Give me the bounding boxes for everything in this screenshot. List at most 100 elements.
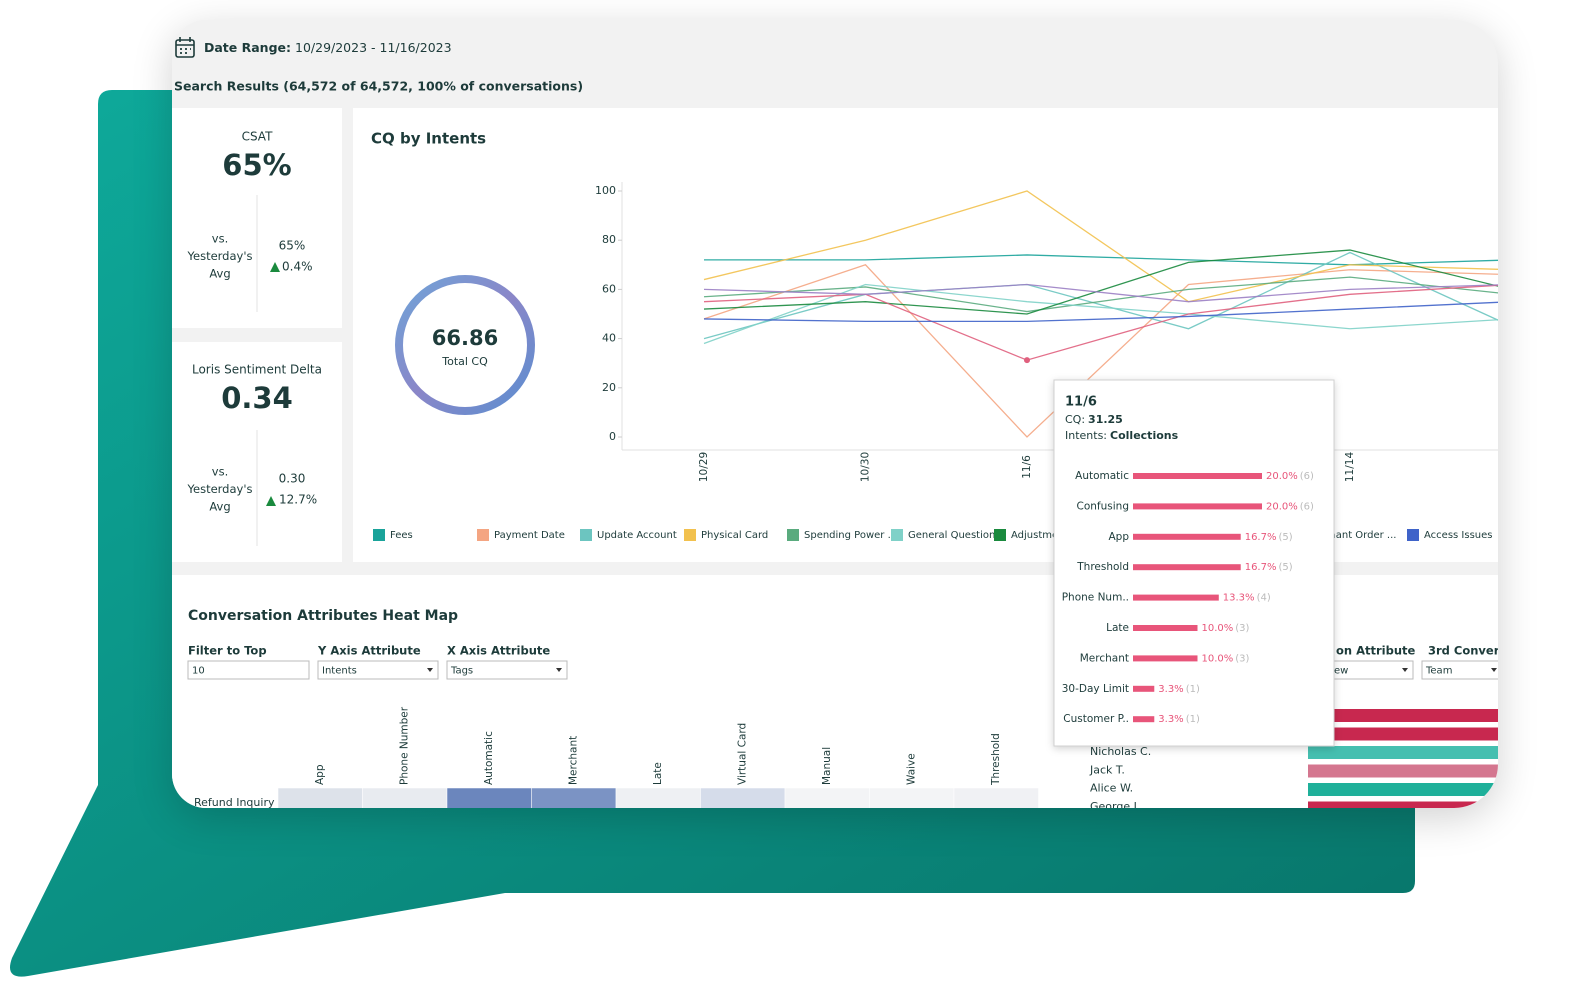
dropdown-arrow	[1491, 668, 1497, 672]
count-label: (4)	[1257, 593, 1271, 604]
bar-label: 30-Day Limit	[1062, 683, 1129, 695]
bar-label: Merchant	[1080, 652, 1129, 664]
bar	[1133, 503, 1262, 510]
control-label: Filter to Top	[188, 644, 267, 658]
bar-value: 3.3% (1)	[1158, 714, 1200, 725]
bar-value: 13.3% (4)	[1223, 593, 1271, 604]
bar	[1133, 594, 1219, 601]
bar	[1133, 685, 1155, 692]
compare-label: vs.	[212, 232, 228, 246]
date-range: Date Range: 10/29/2023 - 11/16/2023	[204, 40, 452, 55]
tooltip-cq: CQ: 31.25	[1065, 413, 1123, 426]
change: 0.4%	[282, 260, 313, 274]
series-line	[704, 254, 1498, 266]
control-value: ew	[1334, 666, 1348, 677]
bar	[1133, 533, 1241, 540]
dropdown-arrow	[427, 668, 433, 672]
date-range-value: 10/29/2023 - 11/16/2023	[295, 40, 452, 55]
calendar-icon	[175, 37, 195, 58]
heat-cell	[953, 787, 1039, 808]
series-line	[703, 264, 1498, 438]
control-value: Tags	[450, 666, 473, 677]
bar-value: 16.7% (5)	[1245, 562, 1293, 573]
heat-cell	[700, 787, 786, 808]
y-tick-label: 60	[602, 282, 616, 295]
count-label: (5)	[1278, 562, 1292, 573]
bar	[1133, 655, 1198, 662]
cq-label: CQ:	[1065, 413, 1085, 426]
control-label: on Attribute	[1336, 644, 1416, 658]
kpi-title: Loris Sentiment Delta	[192, 363, 322, 377]
compare-value: 65%	[279, 239, 306, 253]
series-line	[703, 301, 1498, 323]
bar	[1133, 625, 1198, 631]
bar-label: Confusing	[1077, 500, 1129, 512]
dashboard-card: Date Range: 10/29/2023 - 11/16/2023 Search…	[172, 20, 1498, 808]
heat-cell	[277, 787, 363, 808]
bar-value: 10.0% (3)	[1202, 653, 1250, 664]
content: Date Range: 10/29/2023 - 11/16/2023 Search…	[172, 37, 1498, 808]
up-arrow	[266, 496, 276, 506]
dropdown[interactable]	[1421, 660, 1498, 680]
bar-label: Automatic	[1075, 470, 1129, 482]
kpi-title: CSAT	[242, 130, 273, 144]
control-label: 3rd Conversati	[1428, 644, 1498, 658]
count-label: (3)	[1235, 653, 1249, 664]
count-label: (1)	[1186, 684, 1200, 695]
value-label: 20.0%	[1266, 471, 1298, 482]
dropdown[interactable]	[446, 660, 568, 680]
series-line	[703, 249, 1498, 315]
row-label: Refund Inquiry	[194, 796, 275, 808]
bar-label: Phone Num..	[1062, 592, 1129, 604]
column-label: Virtual Card	[737, 723, 749, 785]
bar	[1133, 473, 1262, 479]
dropdown-arrow	[1402, 668, 1408, 672]
legend-label: Update Account	[597, 530, 677, 541]
heat-cell	[615, 787, 701, 808]
value-label: 3.3%	[1158, 714, 1183, 725]
text-input[interactable]	[187, 660, 310, 680]
count-label: (5)	[1278, 532, 1292, 543]
count-label: (3)	[1235, 623, 1249, 634]
column-label: Threshold	[990, 733, 1002, 786]
person-name: George I.	[1090, 800, 1140, 808]
count-label: (6)	[1300, 471, 1314, 482]
change: 12.7%	[279, 493, 317, 507]
person-bar	[1308, 746, 1498, 759]
series-line	[703, 276, 1498, 313]
highlight-point	[1024, 357, 1030, 364]
control-value: Team	[1425, 666, 1452, 677]
kpi-value: 0.34	[221, 381, 293, 415]
legend-swatch	[891, 529, 903, 541]
control-label: X Axis Attribute	[447, 644, 550, 658]
legend-label: General Questions	[908, 530, 1001, 541]
count-label: (1)	[1186, 714, 1200, 725]
legend-label: Spending Power ...	[804, 530, 897, 541]
dropdown[interactable]	[317, 660, 439, 680]
compare-label: Yesterday's	[187, 249, 253, 263]
legend-label: Access Issues	[1424, 530, 1492, 541]
value-label: 16.7%	[1245, 562, 1277, 573]
bar	[1133, 564, 1241, 571]
series-line	[703, 283, 1498, 345]
bar-value: 3.3% (1)	[1158, 684, 1200, 695]
series-line	[703, 283, 1498, 303]
person-bar	[1308, 783, 1498, 796]
intent-value: Collections	[1110, 429, 1179, 442]
person-bar	[1308, 727, 1498, 741]
legend-label: Fees	[390, 530, 413, 541]
x-tick-label: 10/29	[698, 452, 710, 482]
compare-value: 0.30	[279, 472, 306, 486]
y-tick-label: 40	[602, 332, 616, 345]
dropdown-arrow	[556, 668, 562, 672]
y-tick-label: 20	[602, 381, 616, 394]
column-label: Phone Number	[399, 706, 411, 785]
y-tick-label: 100	[595, 184, 616, 197]
value-label: 20.0%	[1266, 501, 1298, 512]
x-tick-label: 10/30	[860, 452, 872, 482]
column-label: Waive	[906, 753, 918, 785]
chart-title: CQ by Intents	[371, 130, 486, 148]
bar-label: Late	[1106, 622, 1129, 634]
value-label: 10.0%	[1202, 653, 1234, 664]
